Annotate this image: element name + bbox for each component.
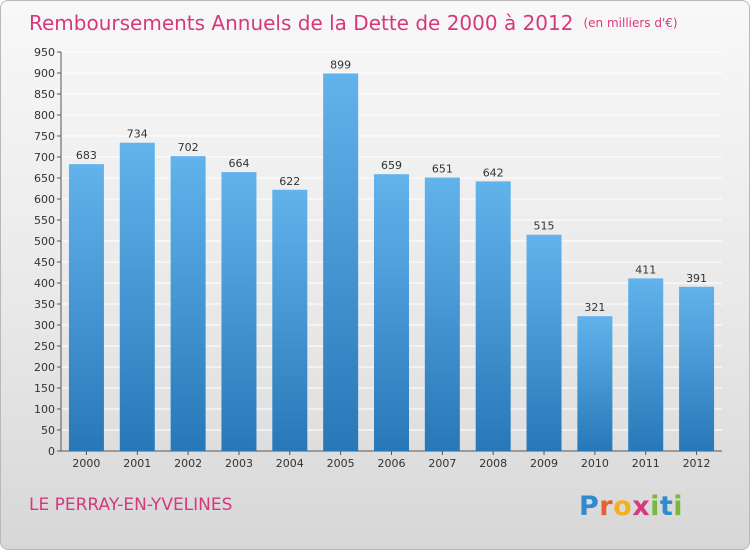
x-tick-label: 2009 — [530, 457, 558, 470]
bar-value-label: 659 — [381, 159, 402, 172]
y-tick-label: 250 — [34, 340, 55, 353]
x-tick-label: 2001 — [123, 457, 151, 470]
bar — [272, 189, 308, 451]
bar — [424, 177, 460, 451]
chart-title-unit: (en milliers d'€) — [583, 16, 678, 30]
y-tick-label: 300 — [34, 319, 55, 332]
y-tick-label: 500 — [34, 235, 55, 248]
x-tick-label: 2005 — [327, 457, 355, 470]
x-tick-label: 2007 — [428, 457, 456, 470]
x-tick-label: 2000 — [72, 457, 100, 470]
bar-value-label: 391 — [686, 272, 707, 285]
bar-value-label: 321 — [584, 301, 605, 314]
logo-letter: t — [659, 491, 674, 522]
x-tick-label: 2002 — [174, 457, 202, 470]
commune-name: LE PERRAY-EN-YVELINES — [29, 495, 233, 515]
bar — [628, 278, 664, 451]
y-tick-label: 450 — [34, 256, 55, 269]
bar-value-label: 664 — [228, 157, 249, 170]
bar — [323, 73, 359, 452]
bar-value-label: 683 — [76, 149, 97, 162]
bar — [577, 316, 613, 451]
y-tick-label: 900 — [34, 67, 55, 80]
y-tick-label: 550 — [34, 214, 55, 227]
bar — [68, 164, 104, 451]
logo-letter: x — [632, 491, 651, 522]
chart-title: Remboursements Annuels de la Dette de 20… — [29, 9, 678, 39]
bar — [679, 286, 715, 451]
y-tick-label: 50 — [41, 424, 55, 437]
bar — [221, 172, 257, 451]
bar-value-label: 651 — [432, 163, 453, 176]
y-tick-label: 650 — [34, 172, 55, 185]
bar-value-label: 515 — [534, 220, 555, 233]
bar — [170, 156, 206, 451]
y-tick-label: 0 — [48, 445, 55, 458]
x-tick-label: 2012 — [683, 457, 711, 470]
bar-value-label: 734 — [127, 128, 148, 141]
y-tick-label: 100 — [34, 403, 55, 416]
bar-value-label: 642 — [483, 166, 504, 179]
logo-letter: r — [599, 491, 614, 522]
y-tick-label: 600 — [34, 193, 55, 206]
y-tick-label: 850 — [34, 88, 55, 101]
proxiti-logo: Proxiti — [579, 489, 683, 525]
x-tick-label: 2008 — [479, 457, 507, 470]
bar — [374, 174, 409, 451]
y-tick-label: 700 — [34, 151, 55, 164]
bar — [526, 234, 562, 451]
x-tick-label: 2006 — [378, 457, 406, 470]
logo-letter: o — [613, 491, 633, 522]
y-tick-label: 150 — [34, 382, 55, 395]
x-tick-label: 2003 — [225, 457, 253, 470]
x-tick-label: 2010 — [581, 457, 609, 470]
y-tick-label: 750 — [34, 130, 55, 143]
bar — [475, 181, 511, 452]
y-tick-label: 350 — [34, 298, 55, 311]
y-tick-label: 200 — [34, 361, 55, 374]
logo-letter: i — [673, 491, 684, 522]
x-tick-label: 2004 — [276, 457, 304, 470]
y-tick-label: 800 — [34, 109, 55, 122]
logo-letter: i — [650, 491, 660, 522]
y-tick-label: 950 — [34, 46, 55, 59]
bar-value-label: 702 — [178, 141, 199, 154]
y-tick-label: 400 — [34, 277, 55, 290]
x-tick-label: 2011 — [632, 457, 660, 470]
bar-value-label: 899 — [330, 58, 351, 71]
bar — [119, 142, 155, 451]
bar-value-label: 411 — [635, 263, 656, 276]
logo-letter: P — [579, 491, 600, 522]
bar-value-label: 622 — [279, 175, 300, 188]
chart-title-main: Remboursements Annuels de la Dette de 20… — [29, 11, 574, 35]
